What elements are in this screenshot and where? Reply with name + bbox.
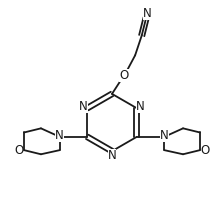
Text: O: O (200, 144, 210, 157)
Text: N: N (160, 129, 169, 142)
Text: N: N (79, 100, 88, 113)
Text: N: N (108, 149, 116, 163)
Text: N: N (136, 100, 145, 113)
Text: N: N (143, 6, 152, 20)
Text: O: O (119, 69, 129, 82)
Text: O: O (14, 144, 24, 157)
Text: N: N (55, 129, 64, 142)
